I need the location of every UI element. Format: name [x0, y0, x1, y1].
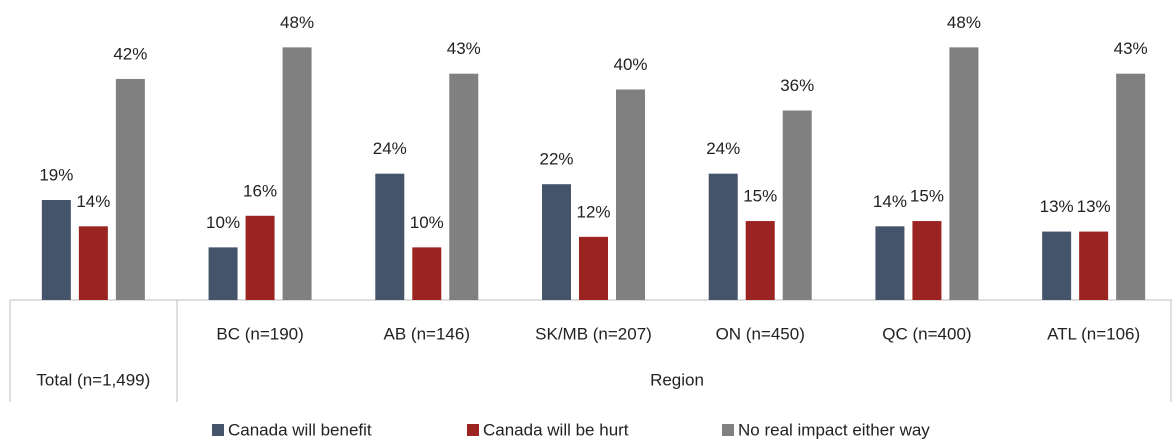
bar: [412, 247, 442, 300]
bar: [282, 47, 312, 300]
data-label: 22%: [539, 150, 573, 169]
bar: [375, 173, 405, 300]
data-label: 15%: [910, 187, 944, 206]
data-label: 10%: [206, 213, 240, 232]
bar: [115, 78, 145, 301]
legend-swatch: [722, 424, 734, 436]
data-label: 40%: [613, 55, 647, 74]
bar: [78, 226, 108, 300]
data-label: 36%: [780, 76, 814, 95]
data-label: 16%: [243, 181, 277, 200]
data-label: 14%: [873, 192, 907, 211]
bar: [579, 236, 608, 300]
data-label: 19%: [39, 165, 73, 184]
x-tick-label: SK/MB (n=207): [535, 324, 652, 343]
bar: [875, 226, 905, 300]
data-label: 13%: [1040, 197, 1074, 216]
bar: [949, 47, 979, 300]
legend-swatch: [467, 424, 479, 436]
data-label: 24%: [706, 139, 740, 158]
bar: [208, 247, 238, 300]
data-label: 15%: [743, 187, 777, 206]
group-label: Region: [650, 370, 704, 389]
bar: [1116, 73, 1146, 301]
data-label: 24%: [373, 139, 407, 158]
bar: [708, 173, 738, 300]
bar: [1079, 231, 1109, 300]
bar: [41, 200, 71, 300]
bar: [912, 221, 942, 300]
data-label: 13%: [1077, 197, 1111, 216]
data-label: 10%: [410, 213, 444, 232]
data-label: 48%: [947, 13, 981, 32]
bar: [245, 215, 275, 300]
x-tick-label: ON (n=450): [716, 324, 805, 343]
bar: [542, 184, 571, 300]
data-label: 43%: [1114, 39, 1148, 58]
legend-swatch: [212, 424, 224, 436]
x-tick-label: ATL (n=106): [1047, 324, 1140, 343]
x-tick-label: AB (n=146): [384, 324, 470, 343]
legend-label: No real impact either way: [738, 420, 930, 439]
data-label: 12%: [576, 202, 610, 221]
data-label: 48%: [280, 13, 314, 32]
data-label: 14%: [76, 192, 110, 211]
legend-label: Canada will benefit: [228, 420, 372, 439]
data-label: 43%: [447, 39, 481, 58]
bar: [782, 110, 812, 301]
bar: [1042, 231, 1072, 300]
x-tick-label: QC (n=400): [882, 324, 971, 343]
data-label: 42%: [113, 44, 147, 63]
x-tick-label: BC (n=190): [216, 324, 303, 343]
bar: [616, 89, 645, 300]
x-tick-label: Total (n=1,499): [36, 370, 150, 389]
bar: [745, 221, 775, 300]
legend-label: Canada will be hurt: [483, 420, 629, 439]
bar: [449, 73, 479, 301]
